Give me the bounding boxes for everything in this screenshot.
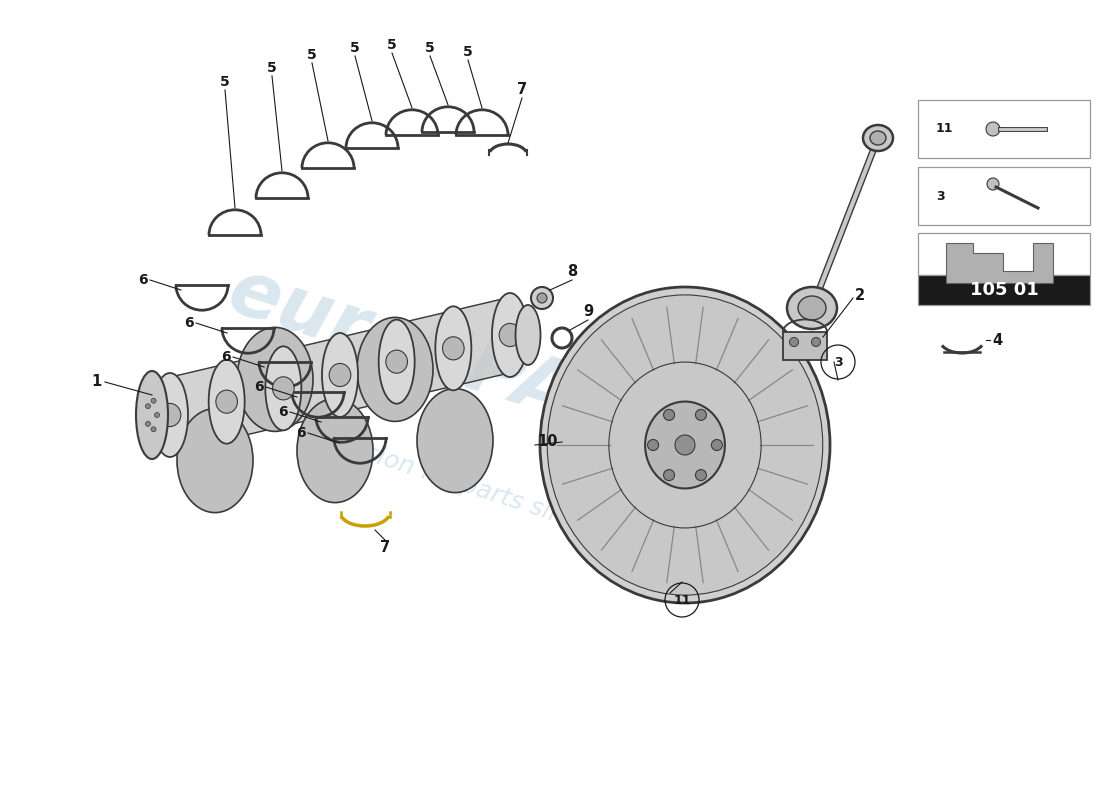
Text: 3: 3 [834,355,843,369]
Text: 11: 11 [936,122,954,135]
Bar [918,100,1090,158]
Text: 6: 6 [278,405,288,419]
Ellipse shape [386,350,407,374]
Text: 6: 6 [221,350,231,364]
Text: 8: 8 [566,265,578,279]
Ellipse shape [331,344,344,362]
Text: 5: 5 [387,38,397,52]
Ellipse shape [870,131,886,145]
Text: 5: 5 [350,41,360,55]
Ellipse shape [516,305,540,365]
FancyBboxPatch shape [783,332,827,360]
Text: 10: 10 [538,434,558,450]
Text: 5: 5 [425,41,435,55]
Ellipse shape [645,402,725,489]
Ellipse shape [537,293,547,303]
Polygon shape [170,297,510,453]
Circle shape [695,410,706,420]
Ellipse shape [217,370,229,389]
Text: 6: 6 [139,273,148,287]
Ellipse shape [417,389,493,493]
Circle shape [663,470,674,481]
Bar [918,233,1090,274]
Circle shape [987,178,999,190]
Ellipse shape [499,323,520,346]
Circle shape [712,439,723,450]
Ellipse shape [540,287,830,603]
Text: 9: 9 [583,305,593,319]
Ellipse shape [136,371,168,459]
Text: 11: 11 [673,594,691,606]
Ellipse shape [389,381,403,398]
Polygon shape [946,243,1053,283]
Ellipse shape [548,295,823,595]
Bar [918,274,1090,305]
Circle shape [812,338,821,346]
Circle shape [145,422,151,426]
Ellipse shape [160,403,180,426]
Text: 105 01: 105 01 [969,281,1038,299]
Circle shape [648,439,659,450]
Circle shape [695,470,706,481]
Ellipse shape [273,377,294,400]
Ellipse shape [209,360,244,444]
Text: 6: 6 [185,316,194,330]
Circle shape [663,410,674,420]
Ellipse shape [864,125,893,151]
Circle shape [151,398,156,403]
Ellipse shape [177,409,253,513]
Ellipse shape [378,320,415,404]
Circle shape [986,122,1000,136]
Text: 5: 5 [220,75,230,89]
Text: 5: 5 [267,61,277,75]
Text: 1: 1 [91,374,102,390]
Ellipse shape [216,390,238,414]
Text: 6: 6 [296,426,306,440]
Text: 3: 3 [936,190,945,202]
Circle shape [154,413,160,418]
Ellipse shape [492,293,528,377]
Ellipse shape [447,318,460,335]
Text: 7: 7 [379,541,390,555]
Text: euroSPARES: euroSPARES [219,254,741,486]
Circle shape [675,435,695,455]
Ellipse shape [329,363,351,386]
Circle shape [151,426,156,432]
Ellipse shape [236,327,314,431]
Ellipse shape [265,346,301,430]
Bar [918,167,1090,225]
Ellipse shape [436,306,471,390]
Ellipse shape [531,287,553,309]
Text: 2: 2 [855,287,865,302]
Ellipse shape [798,296,826,320]
Ellipse shape [297,398,373,502]
Text: 7: 7 [517,82,527,98]
Ellipse shape [358,318,433,422]
Ellipse shape [442,337,464,360]
Ellipse shape [152,373,188,457]
Text: a passion for parts since 1985: a passion for parts since 1985 [297,420,663,560]
Ellipse shape [786,287,837,329]
Text: 6: 6 [254,380,264,394]
Ellipse shape [274,407,287,426]
Text: 5: 5 [307,48,317,62]
Ellipse shape [322,333,358,417]
Circle shape [790,338,799,346]
Text: 4: 4 [992,333,1002,347]
Text: 5: 5 [463,45,473,59]
Circle shape [145,404,151,409]
